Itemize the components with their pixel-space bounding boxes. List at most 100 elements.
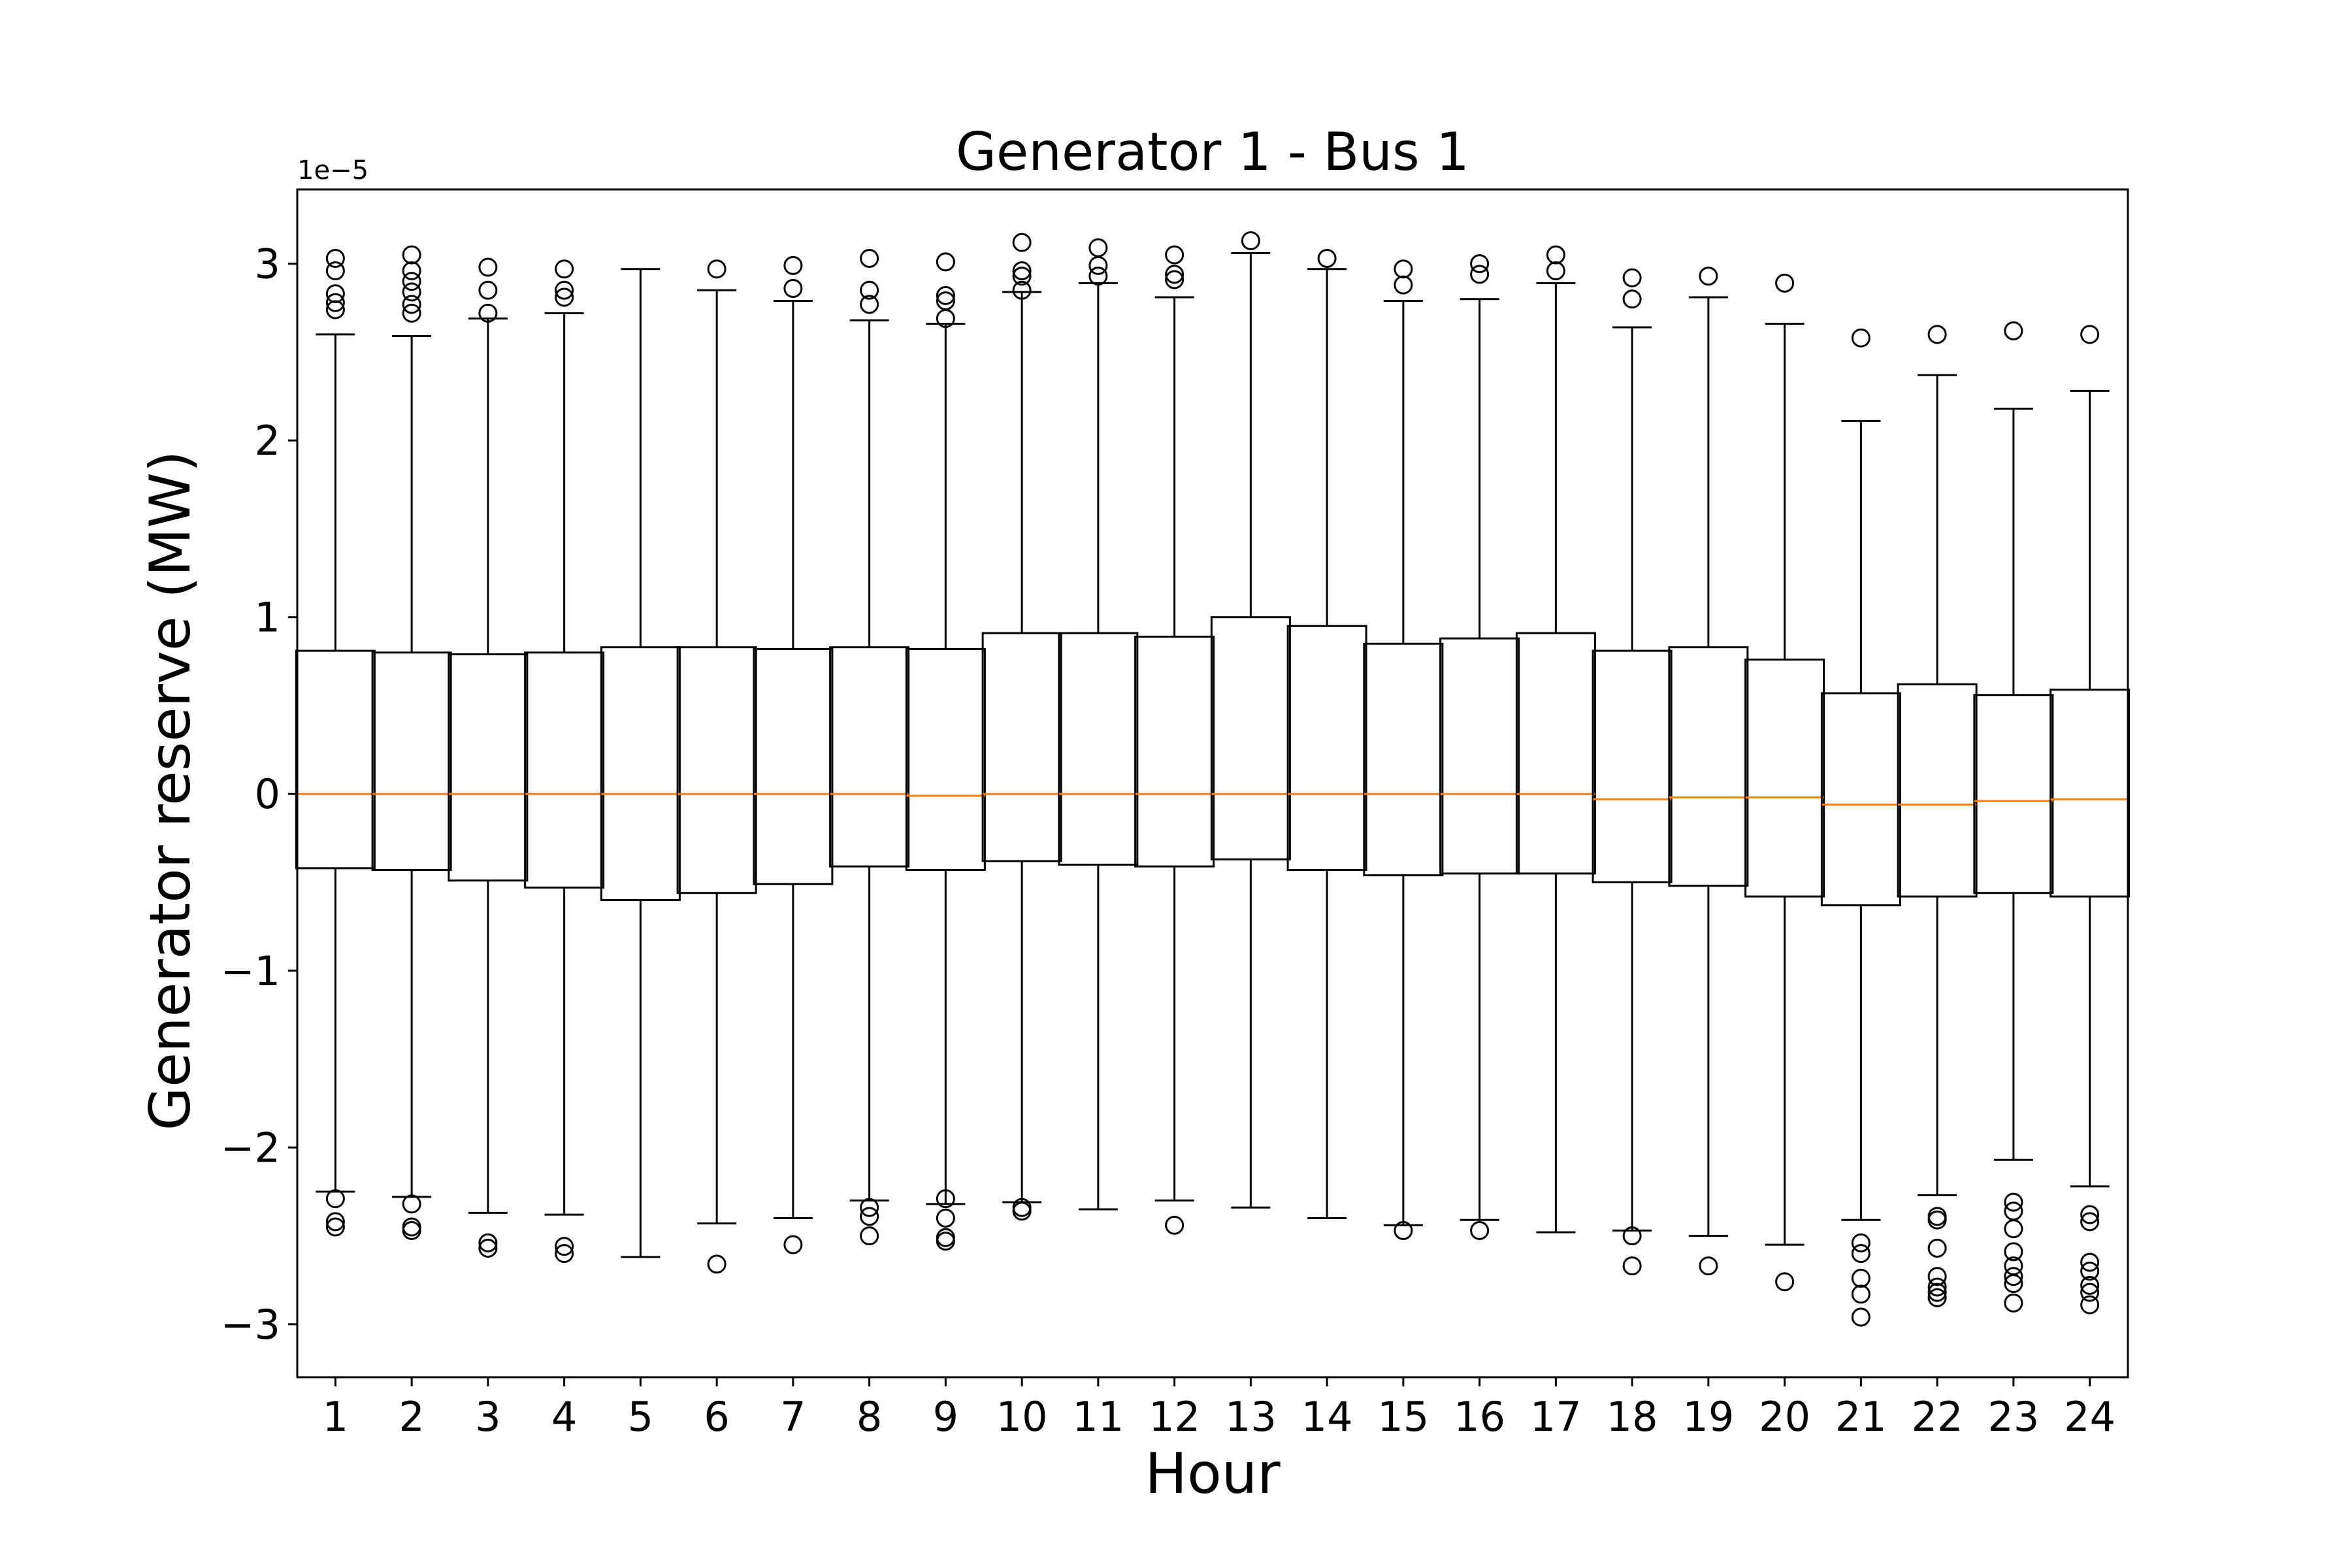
iqr-box: [1820, 692, 1901, 907]
outlier-point: [860, 295, 879, 314]
outlier-point: [325, 249, 345, 269]
x-tick-label: 6: [704, 1393, 729, 1441]
outlier-point: [1317, 249, 1337, 269]
outlier-point: [2004, 321, 2023, 340]
y-tick-label: −3: [221, 1301, 280, 1348]
iqr-box: [371, 651, 452, 872]
outlier-point: [555, 1237, 574, 1256]
x-tick-label: 4: [551, 1393, 577, 1441]
outlier-point: [325, 261, 345, 280]
plot-frame: [296, 188, 2129, 1379]
x-tick-label: 11: [1072, 1393, 1124, 1441]
outlier-point: [402, 282, 421, 302]
outlier-point: [402, 261, 421, 280]
outlier-point: [1927, 1282, 1947, 1302]
outlier-point: [555, 280, 574, 300]
outlier-point: [1622, 1226, 1642, 1246]
outlier-point: [325, 1189, 345, 1209]
outlier-point: [1622, 1256, 1642, 1276]
outlier-point: [936, 308, 955, 328]
outlier-point: [325, 284, 345, 304]
outlier-point: [402, 272, 421, 291]
outlier-point: [1088, 255, 1108, 275]
outlier-point: [1088, 238, 1108, 257]
outlier-point: [936, 1232, 955, 1251]
outlier-point: [1394, 275, 1413, 295]
outlier-point: [1927, 325, 1947, 344]
iqr-box: [1973, 694, 2054, 894]
outlier-point: [1546, 261, 1565, 280]
outlier-point: [1165, 245, 1184, 265]
outlier-point: [402, 303, 421, 323]
outlier-point: [1927, 1267, 1947, 1286]
outlier-point: [1851, 328, 1870, 348]
x-tick-label: 7: [780, 1393, 806, 1441]
outlier-point: [402, 1217, 421, 1237]
outlier-point: [1699, 1256, 1718, 1276]
x-tick-label: 12: [1149, 1393, 1200, 1441]
iqr-box: [676, 646, 757, 894]
outlier-point: [2004, 1293, 2023, 1313]
iqr-box: [1744, 659, 1825, 898]
outlier-point: [325, 300, 345, 319]
outlier-point: [1165, 265, 1184, 284]
outlier-point: [478, 303, 498, 323]
outlier-point: [936, 1209, 955, 1228]
outlier-point: [325, 1212, 345, 1232]
outlier-point: [1546, 245, 1565, 265]
outlier-point: [1088, 267, 1108, 286]
x-tick-label: 20: [1759, 1393, 1810, 1441]
outlier-point: [1851, 1233, 1870, 1252]
outlier-point: [707, 1254, 727, 1274]
outlier-point: [1851, 1244, 1870, 1264]
outlier-point: [860, 280, 879, 300]
outlier-point: [1165, 270, 1184, 289]
outlier-point: [1012, 280, 1032, 300]
outlier-point: [1927, 1210, 1947, 1230]
iqr-box: [1363, 642, 1444, 877]
outlier-point: [1165, 1215, 1184, 1235]
outlier-point: [402, 295, 421, 314]
iqr-box: [1210, 616, 1291, 860]
outlier-point: [2080, 1252, 2100, 1272]
outlier-point: [555, 259, 574, 279]
x-tick-label: 1: [323, 1393, 348, 1441]
outlier-point: [402, 1194, 421, 1214]
outlier-point: [1012, 267, 1032, 286]
outlier-point: [1394, 259, 1413, 279]
iqr-box: [1134, 635, 1215, 868]
outlier-point: [478, 1239, 498, 1258]
x-tick-label: 3: [475, 1393, 500, 1441]
outlier-point: [1241, 231, 1260, 250]
y-scale-label: 1e−5: [297, 155, 368, 186]
outlier-point: [783, 255, 803, 275]
outlier-point: [2080, 1275, 2100, 1295]
x-tick-label: 2: [399, 1393, 424, 1441]
x-tick-label: 17: [1530, 1393, 1582, 1441]
iqr-box: [753, 647, 834, 885]
x-tick-label: 15: [1377, 1393, 1429, 1441]
y-tick-label: 2: [255, 417, 280, 465]
outlier-point: [325, 293, 345, 312]
x-tick-label: 19: [1682, 1393, 1734, 1441]
outlier-point: [1470, 1220, 1490, 1240]
x-tick-label: 18: [1607, 1393, 1658, 1441]
iqr-box: [1286, 625, 1367, 872]
outlier-point: [2080, 1205, 2100, 1224]
outlier-point: [1927, 1288, 1947, 1307]
iqr-box: [1668, 646, 1749, 887]
outlier-point: [2080, 1282, 2100, 1302]
y-tick-label: −2: [221, 1124, 280, 1171]
outlier-point: [1775, 1272, 1795, 1292]
outlier-point: [1470, 254, 1490, 274]
outlier-point: [1699, 267, 1718, 286]
outlier-point: [2080, 1295, 2100, 1315]
y-tick-label: 3: [255, 240, 280, 288]
iqr-box: [1058, 632, 1139, 866]
outlier-point: [478, 257, 498, 277]
outlier-point: [860, 1198, 879, 1217]
outlier-point: [402, 245, 421, 265]
outlier-point: [1012, 1201, 1032, 1221]
outlier-point: [1622, 268, 1642, 287]
iqr-box: [448, 653, 529, 882]
